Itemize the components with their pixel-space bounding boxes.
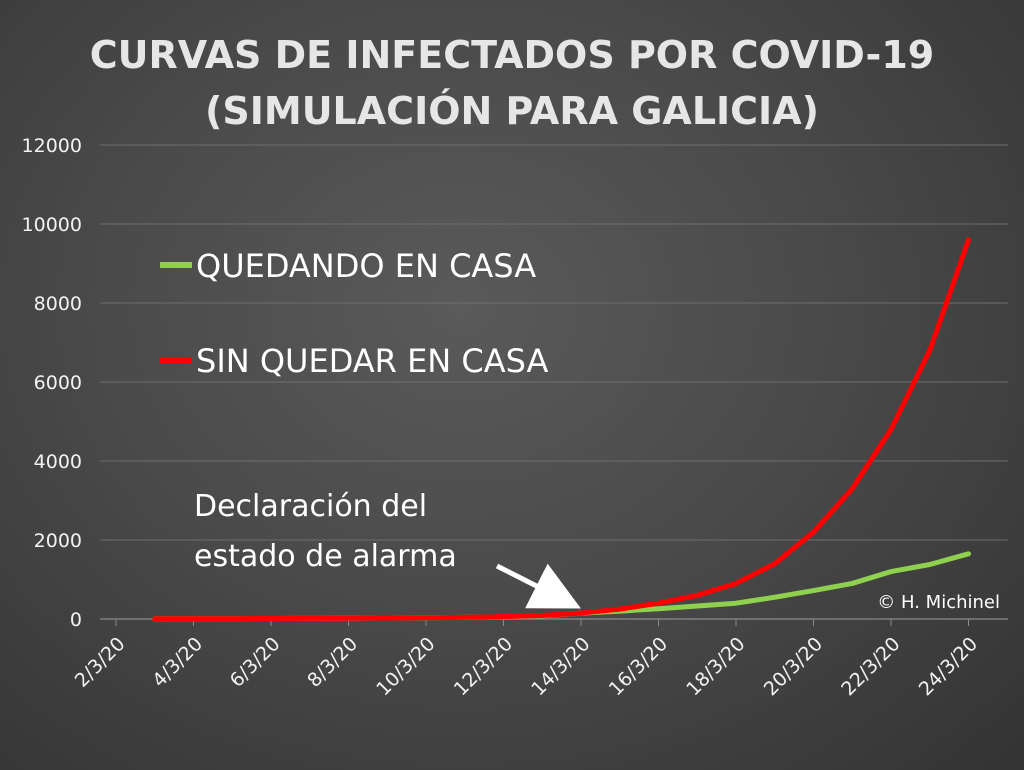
legend-label-quedando: QUEDANDO EN CASA (196, 247, 536, 285)
y-tick-label: 6000 (34, 372, 82, 394)
x-tick-label: 12/3/20 (450, 633, 517, 700)
y-tick-label: 4000 (34, 451, 82, 473)
chart-title: CURVAS DE INFECTADOS POR COVID-19 (SIMUL… (90, 33, 934, 133)
x-tick-label: 6/3/20 (226, 633, 285, 692)
x-tick-label: 22/3/20 (837, 633, 904, 700)
x-tick-label: 16/3/20 (605, 633, 672, 700)
y-tick-label: 0 (70, 609, 82, 631)
x-tick-label: 24/3/20 (915, 633, 982, 700)
legend-label-sin-quedar: SIN QUEDAR EN CASA (196, 342, 549, 380)
annotation-text-line-2: estado de alarma (194, 539, 457, 574)
y-tick-label: 12000 (22, 135, 82, 157)
y-tick-label: 10000 (22, 214, 82, 236)
x-tick-label: 8/3/20 (303, 633, 362, 692)
x-tick-label: 2/3/20 (71, 633, 130, 692)
series-sin-quedar-en-casa-line (152, 237, 971, 622)
annotation: Declaración del estado de alarma (194, 489, 581, 609)
x-axis: 2/3/20 4/3/20 6/3/20 8/3/20 10/3/20 12/3/20 14… (71, 619, 982, 700)
y-axis: 0 2000 4000 6000 8000 10000 12000 (22, 135, 82, 631)
x-tick-label: 10/3/20 (372, 633, 439, 700)
annotation-text-line-1: Declaración del (194, 489, 427, 524)
y-tick-label: 8000 (34, 293, 82, 315)
x-tick-label: 20/3/20 (760, 633, 827, 700)
series (152, 237, 971, 622)
chart-title-line-2: (SIMULACIÓN PARA GALICIA) (205, 89, 819, 133)
annotation-arrow (495, 563, 581, 609)
credit-label: © H. Michinel (877, 592, 1000, 613)
y-tick-label: 2000 (34, 530, 82, 552)
x-tick-label: 18/3/20 (682, 633, 749, 700)
legend: QUEDANDO EN CASA SIN QUEDAR EN CASA (160, 247, 549, 380)
chart-title-line-1: CURVAS DE INFECTADOS POR COVID-19 (90, 33, 934, 77)
x-tick-label: 4/3/20 (148, 633, 207, 692)
x-tick-label: 14/3/20 (527, 633, 594, 700)
